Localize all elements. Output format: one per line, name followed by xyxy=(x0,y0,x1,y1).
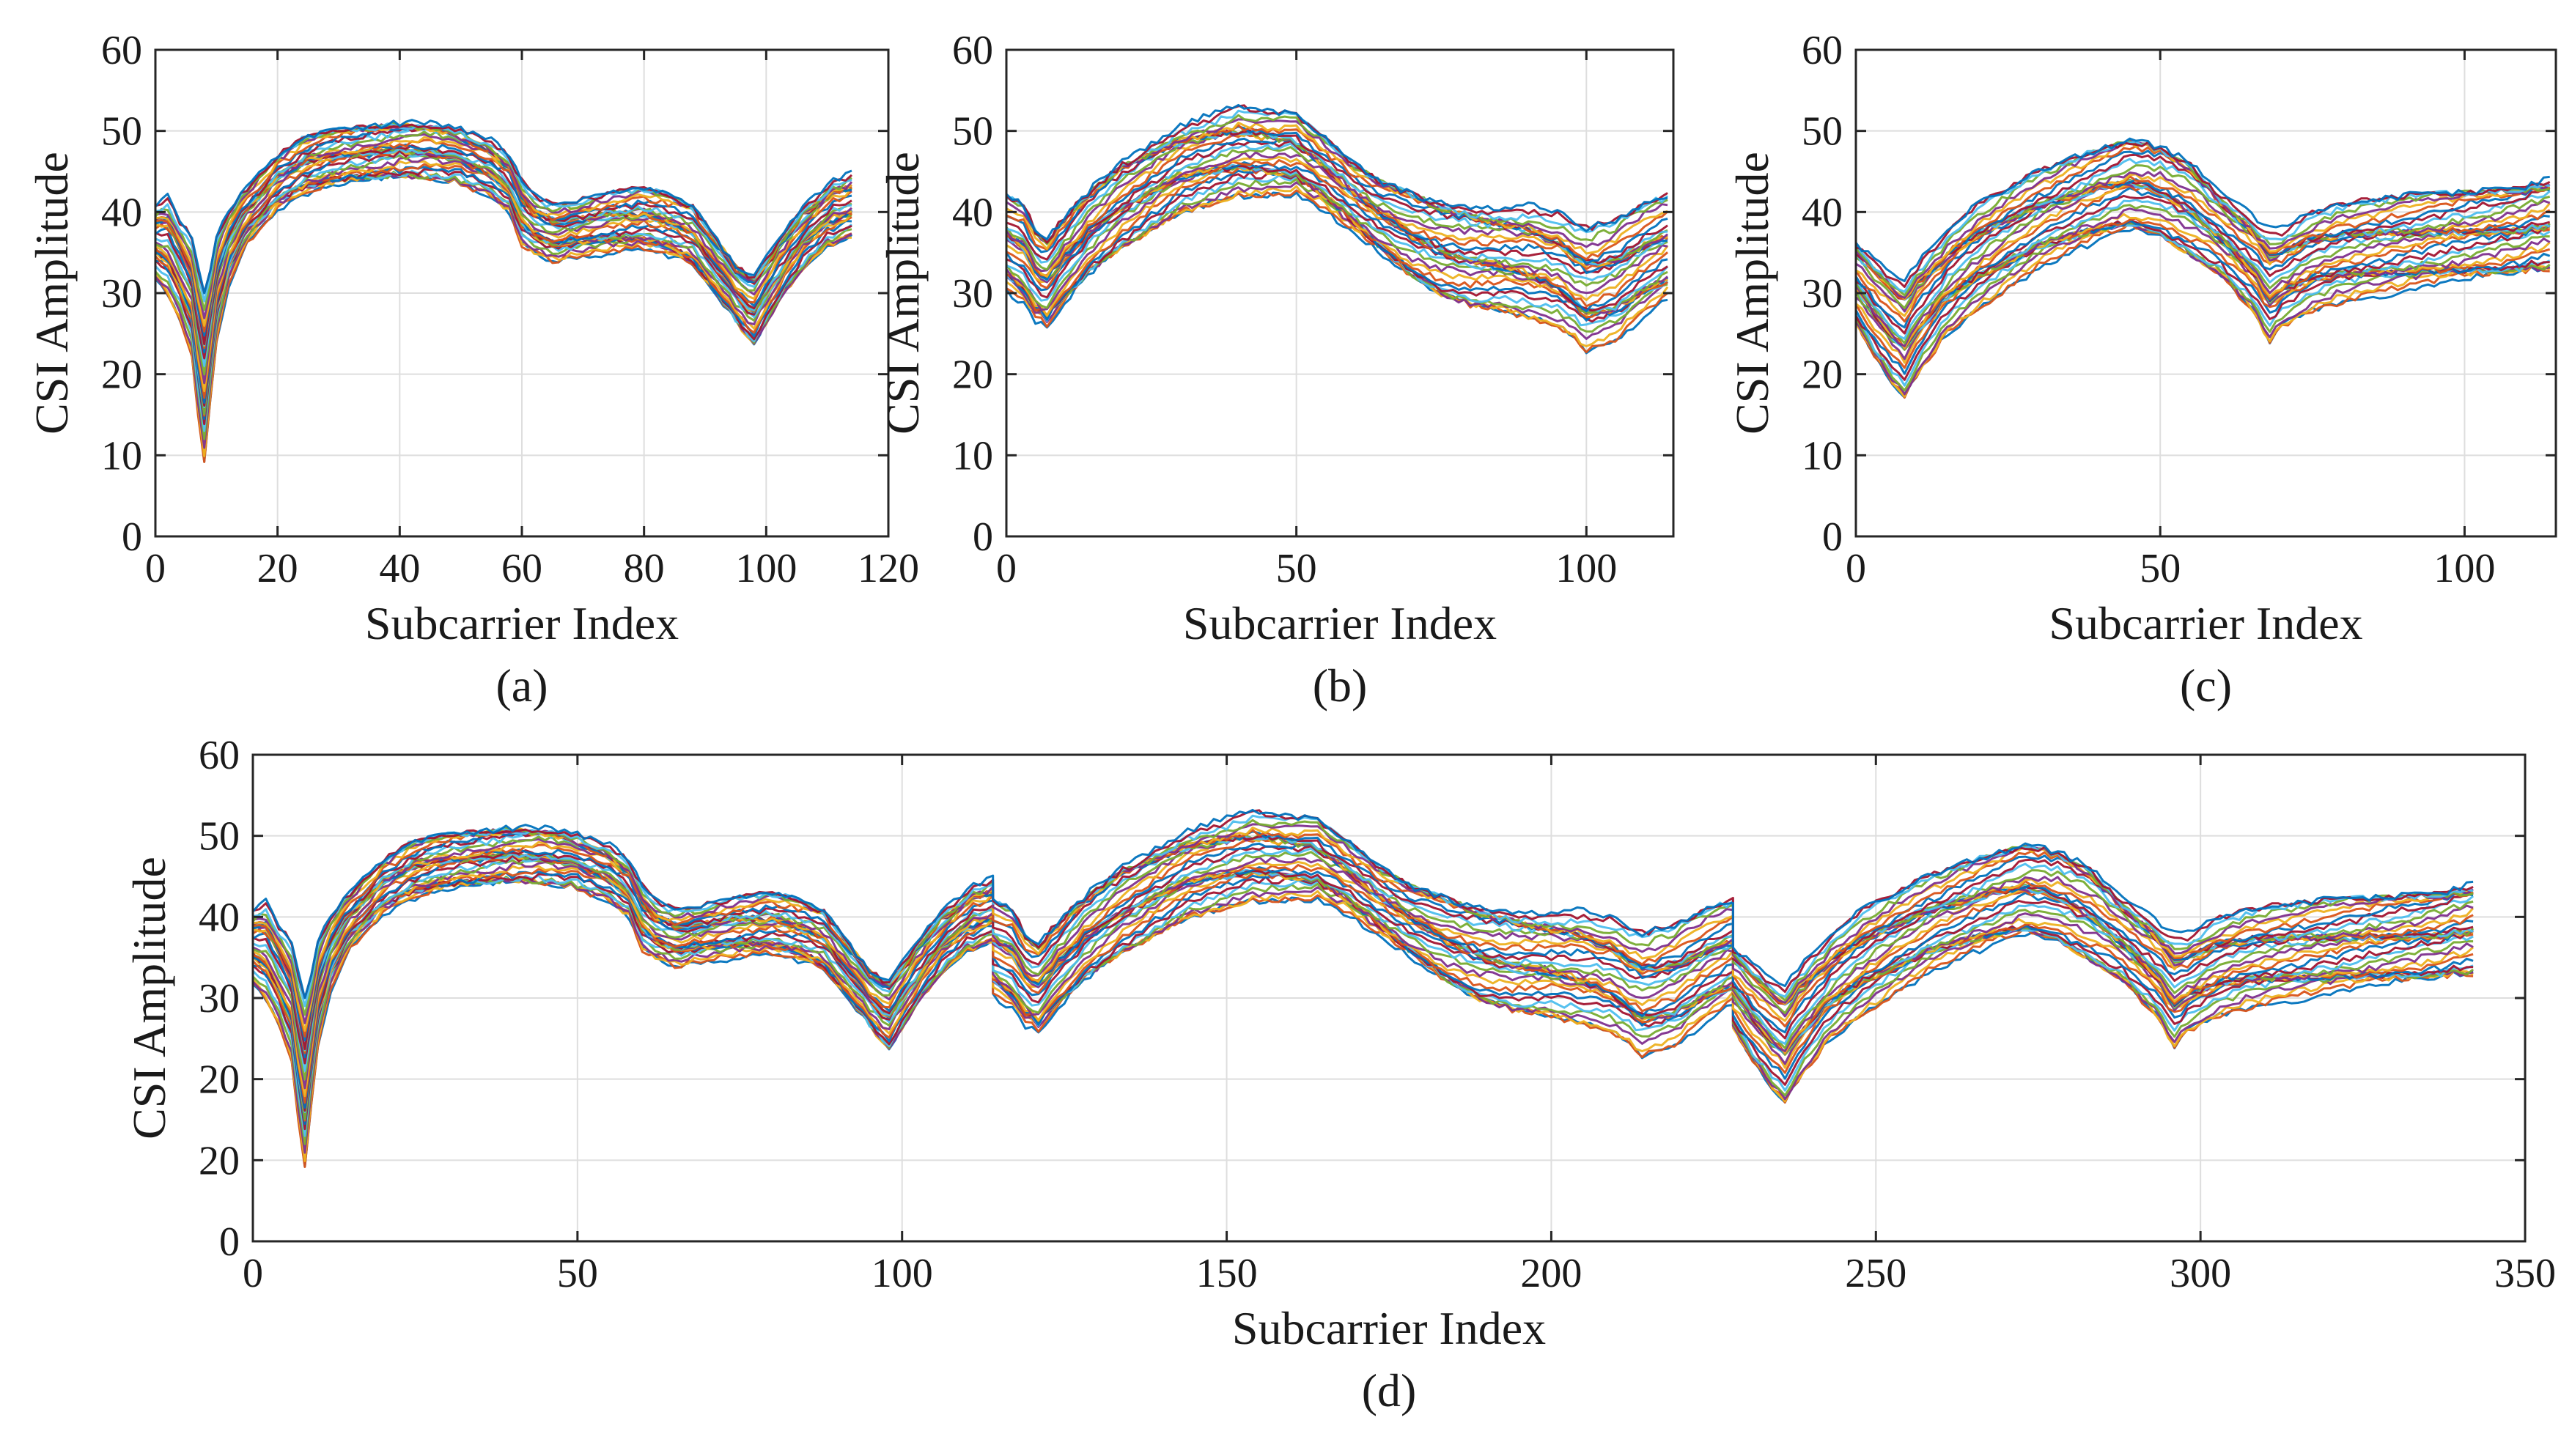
y-axis-label: CSI Amplitude xyxy=(877,152,929,435)
series-line xyxy=(1856,180,2551,340)
y-tick-label: 30 xyxy=(952,271,993,317)
panel-d: 0 50 100 150 200 250 300 350 0 20 20 30 40 50 60 Subcar… xyxy=(123,733,2556,1416)
x-tick-label: 100 xyxy=(1555,546,1617,591)
x-tick-label: 0 xyxy=(996,546,1017,591)
x-tick-label: 50 xyxy=(1276,546,1317,591)
series-line xyxy=(1856,137,2550,283)
x-tick-label: 250 xyxy=(1845,1251,1906,1296)
y-tick-label: 50 xyxy=(199,814,240,860)
x-tick-label: 300 xyxy=(2170,1251,2231,1296)
series-line xyxy=(155,160,853,415)
series-line xyxy=(253,871,2474,1126)
y-tick-label: 30 xyxy=(199,976,240,1021)
x-tick-label: 100 xyxy=(2433,546,2495,591)
y-tick-label: 50 xyxy=(1802,109,1843,155)
series-line xyxy=(1856,164,2551,309)
y-tick-label: 20 xyxy=(101,352,142,398)
y-tick-label: 20 xyxy=(199,1138,240,1183)
x-tick-label: 150 xyxy=(1196,1251,1258,1296)
x-tick-label: 40 xyxy=(379,546,420,591)
y-tick-label: 0 xyxy=(973,514,993,560)
panel-a: 0 20 40 60 80 100 120 0 10 20 30 40 50 60 Subcarrier I… xyxy=(26,28,919,712)
series-group xyxy=(155,119,853,463)
x-tick-label: 80 xyxy=(624,546,665,591)
y-tick-label: 40 xyxy=(101,190,142,235)
x-axis-label: Subcarrier Index xyxy=(1232,1302,1546,1354)
series-line xyxy=(253,808,2474,999)
x-axis-label: Subcarrier Index xyxy=(365,597,679,649)
series-line xyxy=(1006,103,1668,240)
x-tick-label: 350 xyxy=(2494,1251,2556,1296)
y-tick-label: 40 xyxy=(952,190,993,235)
series-line xyxy=(1856,213,2551,364)
y-tick-label: 60 xyxy=(952,28,993,73)
y-tick-label: 0 xyxy=(122,514,142,560)
y-tick-label: 40 xyxy=(199,895,240,940)
x-tick-label: 120 xyxy=(858,546,919,591)
series-line xyxy=(1856,207,2551,361)
y-tick-label: 50 xyxy=(952,109,993,155)
series-line xyxy=(1006,169,1669,322)
y-tick-label: 0 xyxy=(219,1219,240,1265)
y-tick-label: 30 xyxy=(101,271,142,317)
series-line xyxy=(1006,104,1668,244)
series-group xyxy=(1856,137,2551,399)
panel-caption: (c) xyxy=(2180,659,2232,712)
series-line xyxy=(155,119,852,295)
y-tick-label: 10 xyxy=(101,433,142,478)
series-line xyxy=(1006,122,1668,255)
series-line xyxy=(1006,151,1668,295)
x-tick-label: 0 xyxy=(1846,546,1866,591)
y-tick-label: 10 xyxy=(1802,433,1843,478)
x-tick-label: 60 xyxy=(501,546,542,591)
x-tick-label: 0 xyxy=(243,1251,263,1296)
panel-caption: (a) xyxy=(495,659,548,712)
y-tick-label: 60 xyxy=(199,733,240,778)
y-axis-label: CSI Amplitude xyxy=(26,152,78,435)
y-tick-label: 20 xyxy=(952,352,993,398)
panel-b: 0 50 100 0 10 20 30 40 50 60 Subcarrier Index CSI A… xyxy=(877,28,1675,712)
x-tick-label: 100 xyxy=(735,546,797,591)
y-tick-label: 60 xyxy=(1802,28,1843,73)
x-tick-label: 100 xyxy=(872,1251,933,1296)
panel-caption: (d) xyxy=(1362,1364,1417,1416)
x-tick-label: 20 xyxy=(257,546,298,591)
x-tick-label: 50 xyxy=(2140,546,2181,591)
y-tick-label: 30 xyxy=(1802,271,1843,317)
y-tick-label: 10 xyxy=(952,433,993,478)
series-line xyxy=(1006,129,1668,265)
y-tick-label: 20 xyxy=(199,1057,240,1103)
series-line xyxy=(1006,118,1668,248)
x-tick-label: 200 xyxy=(1520,1251,1582,1296)
x-axis-label: Subcarrier Index xyxy=(2049,597,2362,649)
y-tick-label: 50 xyxy=(101,109,142,155)
x-tick-label: 50 xyxy=(557,1251,598,1296)
series-group xyxy=(253,808,2475,1168)
y-tick-label: 0 xyxy=(1822,514,1843,560)
y-axis-label: CSI Amplitude xyxy=(123,857,175,1139)
panel-c: 0 50 100 0 10 20 30 40 50 60 Subcarrier Index CSI A… xyxy=(1726,28,2557,712)
y-tick-label: 60 xyxy=(101,28,142,73)
y-tick-label: 20 xyxy=(1802,352,1843,398)
y-axis-label: CSI Amplitude xyxy=(1726,152,1778,435)
series-group xyxy=(1006,103,1669,355)
x-axis-label: Subcarrier Index xyxy=(1183,597,1497,649)
series-line xyxy=(1856,139,2551,299)
panel-caption: (b) xyxy=(1313,659,1368,712)
y-tick-label: 40 xyxy=(1802,190,1843,235)
series-line xyxy=(1006,185,1669,347)
x-tick-label: 0 xyxy=(145,546,166,591)
